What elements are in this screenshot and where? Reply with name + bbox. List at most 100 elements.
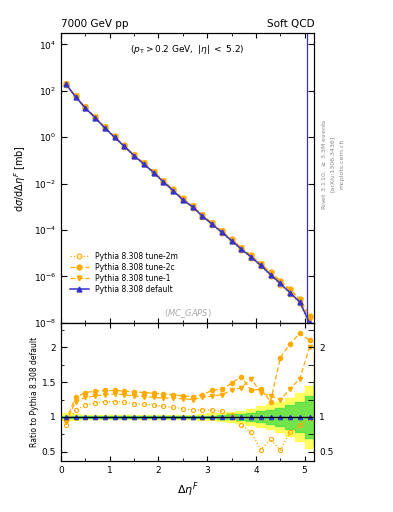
Pythia 8.308 tune-2m xyxy=(288,291,292,297)
Pythia 8.308 default xyxy=(73,94,78,100)
Pythia 8.308 tune-2c xyxy=(141,160,146,166)
Pythia 8.308 tune-2m xyxy=(190,204,195,210)
Pythia 8.308 tune-2m xyxy=(73,94,78,100)
Pythia 8.308 default xyxy=(171,187,175,194)
Pythia 8.308 tune-2m xyxy=(239,247,244,253)
Pythia 8.308 tune-2m xyxy=(122,144,127,150)
Pythia 8.308 tune-1 xyxy=(288,287,292,293)
Pythia 8.308 tune-1 xyxy=(132,152,136,158)
Pythia 8.308 default xyxy=(190,204,195,210)
Pythia 8.308 tune-2m xyxy=(298,300,302,306)
Pythia 8.308 default xyxy=(161,179,165,185)
Pythia 8.308 default xyxy=(239,246,244,252)
Pythia 8.308 tune-1 xyxy=(298,296,302,303)
Pythia 8.308 tune-2c xyxy=(171,186,175,193)
Pythia 8.308 tune-2m xyxy=(103,125,107,131)
Text: [arXiv:1306.3436]: [arXiv:1306.3436] xyxy=(330,136,335,192)
Pythia 8.308 tune-2c xyxy=(151,168,156,175)
Pythia 8.308 tune-2c xyxy=(83,104,88,110)
Pythia 8.308 default xyxy=(307,320,312,326)
Text: $(MC\_GAPS)$: $(MC\_GAPS)$ xyxy=(164,307,211,320)
Pythia 8.308 tune-2m xyxy=(210,222,215,228)
Pythia 8.308 tune-2c xyxy=(200,212,205,218)
Pythia 8.308 tune-2m xyxy=(141,161,146,167)
Pythia 8.308 default xyxy=(112,134,117,140)
Pythia 8.308 default xyxy=(200,213,205,219)
Pythia 8.308 tune-2m xyxy=(219,230,224,236)
Pythia 8.308 tune-2c xyxy=(180,196,185,202)
Pythia 8.308 tune-1 xyxy=(259,261,263,267)
Pythia 8.308 tune-2c xyxy=(210,220,215,226)
Pythia 8.308 tune-2m xyxy=(132,153,136,159)
Line: Pythia 8.308 tune-1: Pythia 8.308 tune-1 xyxy=(63,81,312,321)
Pythia 8.308 default xyxy=(210,221,215,227)
Pythia 8.308 tune-1 xyxy=(112,134,117,140)
Pythia 8.308 tune-1 xyxy=(249,253,253,259)
Legend: Pythia 8.308 tune-2m, Pythia 8.308 tune-2c, Pythia 8.308 tune-1, Pythia 8.308 de: Pythia 8.308 tune-2m, Pythia 8.308 tune-… xyxy=(67,249,180,296)
Pythia 8.308 default xyxy=(122,143,127,150)
Pythia 8.308 tune-2c xyxy=(132,152,136,158)
Pythia 8.308 default xyxy=(63,81,68,87)
Pythia 8.308 tune-1 xyxy=(190,203,195,209)
Pythia 8.308 tune-2m xyxy=(200,214,205,220)
Pythia 8.308 tune-1 xyxy=(210,220,215,226)
Pythia 8.308 tune-2m xyxy=(171,188,175,194)
Pythia 8.308 tune-1 xyxy=(200,212,205,219)
Pythia 8.308 tune-1 xyxy=(93,114,97,120)
Pythia 8.308 tune-2c xyxy=(219,228,224,234)
Pythia 8.308 default xyxy=(278,281,283,287)
Pythia 8.308 tune-2m xyxy=(93,115,97,121)
Pythia 8.308 tune-2m xyxy=(180,197,185,203)
Pythia 8.308 tune-1 xyxy=(180,196,185,202)
Pythia 8.308 tune-1 xyxy=(229,237,234,243)
Pythia 8.308 tune-2m xyxy=(259,263,263,269)
Pythia 8.308 tune-2m xyxy=(278,282,283,288)
Pythia 8.308 default xyxy=(151,169,156,176)
Y-axis label: $\mathrm{d}\sigma/\mathrm{d}\Delta\eta^{F}$ [mb]: $\mathrm{d}\sigma/\mathrm{d}\Delta\eta^{… xyxy=(12,144,28,211)
Pythia 8.308 tune-2c xyxy=(229,236,234,242)
Pythia 8.308 tune-2c xyxy=(112,133,117,139)
Pythia 8.308 tune-2m xyxy=(161,179,165,185)
Pythia 8.308 tune-2m xyxy=(151,170,156,176)
Pythia 8.308 default xyxy=(141,161,146,167)
Text: mcplots.cern.ch: mcplots.cern.ch xyxy=(339,139,344,189)
Pythia 8.308 tune-2m xyxy=(112,134,117,140)
Pythia 8.308 tune-2m xyxy=(83,105,88,112)
Pythia 8.308 tune-2c xyxy=(73,93,78,99)
Pythia 8.308 default xyxy=(249,254,253,260)
Text: Soft QCD: Soft QCD xyxy=(267,19,314,29)
Pythia 8.308 tune-2c xyxy=(288,286,292,292)
Pythia 8.308 tune-2c xyxy=(122,142,127,148)
Pythia 8.308 default xyxy=(298,299,302,305)
Pythia 8.308 tune-2c xyxy=(63,81,68,87)
Pythia 8.308 tune-1 xyxy=(307,316,312,322)
Pythia 8.308 tune-1 xyxy=(151,169,156,175)
Pythia 8.308 tune-2c xyxy=(259,261,263,267)
Pythia 8.308 tune-1 xyxy=(171,186,175,193)
Pythia 8.308 tune-1 xyxy=(83,104,88,111)
Pythia 8.308 tune-1 xyxy=(141,160,146,166)
X-axis label: $\Delta\eta^{F}$: $\Delta\eta^{F}$ xyxy=(177,480,198,499)
Y-axis label: Ratio to Pythia 8.308 default: Ratio to Pythia 8.308 default xyxy=(30,337,39,447)
Pythia 8.308 tune-1 xyxy=(278,279,283,285)
Pythia 8.308 tune-2m xyxy=(229,238,234,244)
Pythia 8.308 tune-2c xyxy=(190,203,195,209)
Text: 7000 GeV pp: 7000 GeV pp xyxy=(61,19,129,29)
Pythia 8.308 default xyxy=(132,153,136,159)
Pythia 8.308 tune-2c xyxy=(103,124,107,130)
Pythia 8.308 tune-1 xyxy=(239,245,244,251)
Pythia 8.308 tune-1 xyxy=(103,124,107,130)
Pythia 8.308 tune-2c xyxy=(307,313,312,319)
Line: Pythia 8.308 default: Pythia 8.308 default xyxy=(63,81,312,325)
Pythia 8.308 tune-2c xyxy=(93,114,97,120)
Pythia 8.308 tune-2m xyxy=(249,254,253,261)
Pythia 8.308 tune-1 xyxy=(122,143,127,149)
Pythia 8.308 tune-2c xyxy=(268,269,273,275)
Pythia 8.308 default xyxy=(259,262,263,268)
Pythia 8.308 tune-2m xyxy=(307,322,312,328)
Pythia 8.308 default xyxy=(83,105,88,111)
Pythia 8.308 tune-2m xyxy=(63,81,68,88)
Pythia 8.308 tune-1 xyxy=(268,270,273,276)
Pythia 8.308 default xyxy=(268,271,273,278)
Line: Pythia 8.308 tune-2c: Pythia 8.308 tune-2c xyxy=(63,81,312,318)
